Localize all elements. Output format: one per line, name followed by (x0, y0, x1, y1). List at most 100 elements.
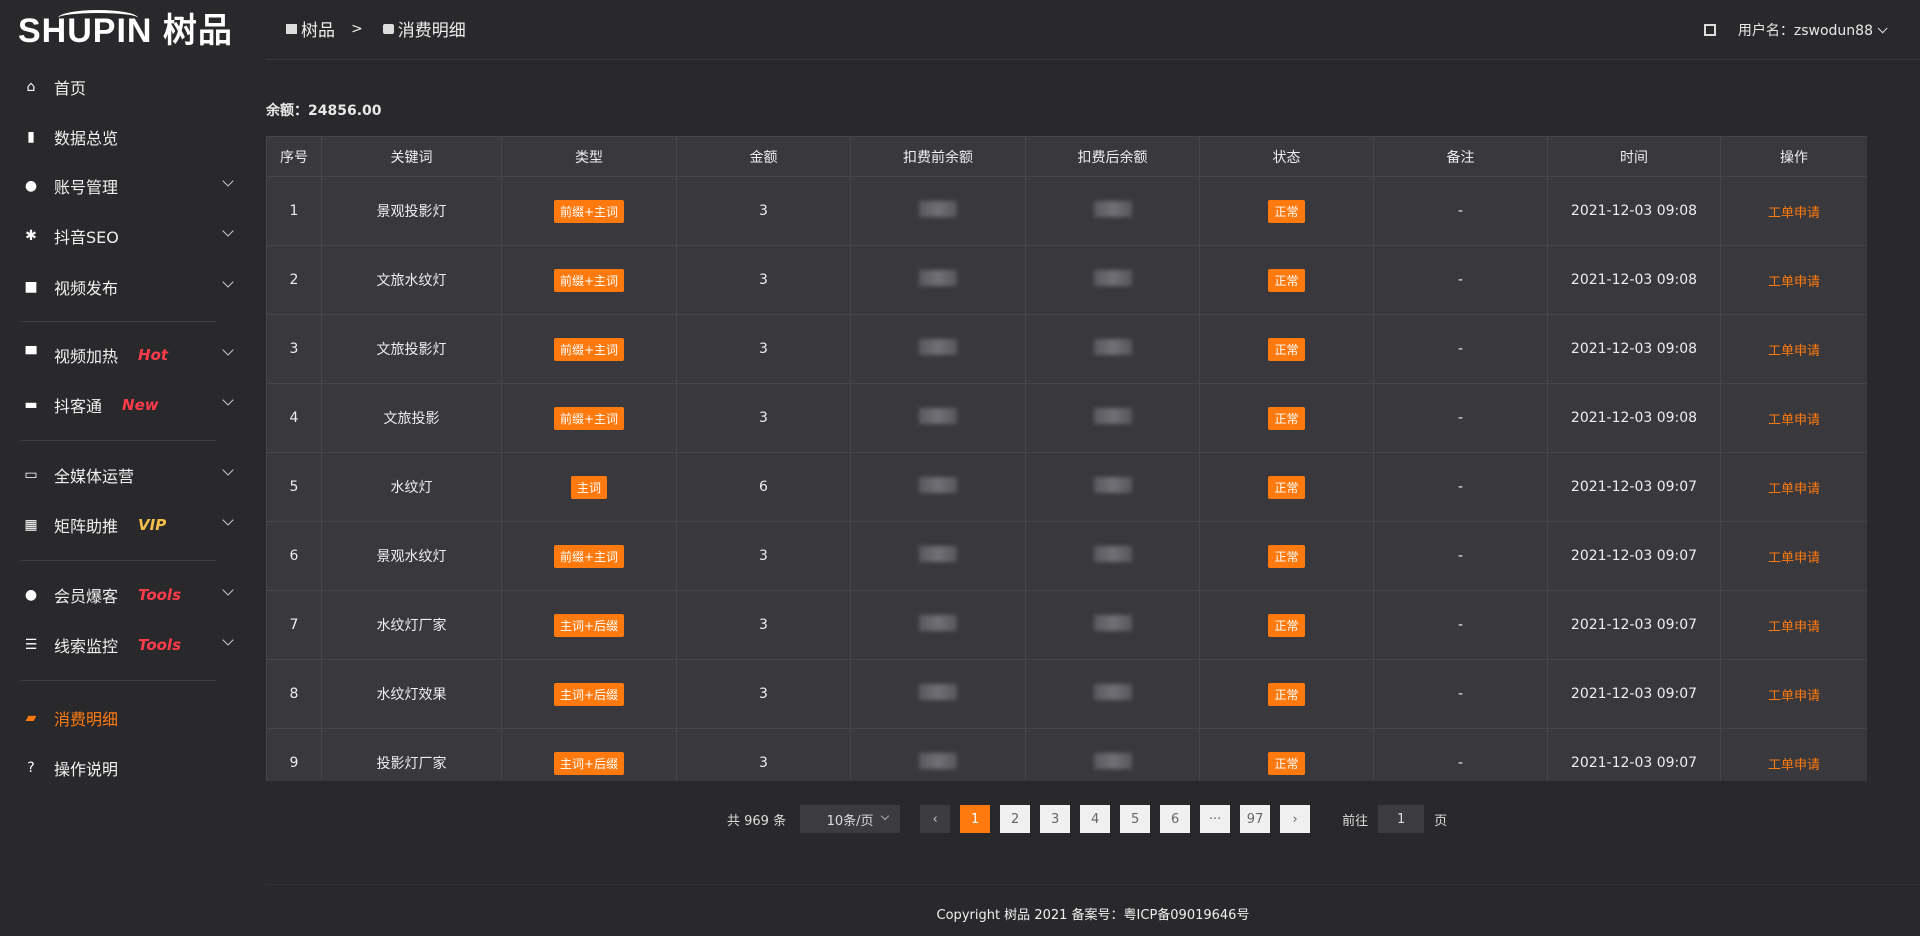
column-header: 时间 (1547, 136, 1721, 177)
ticket-request-link[interactable]: 工单申请 (1767, 688, 1820, 704)
sidebar-item-tag: VIP (138, 516, 167, 534)
time: 2021-12-03 09:08 (1547, 383, 1721, 453)
ticket-request-link[interactable]: 工单申请 (1767, 274, 1820, 290)
redacted-value (919, 615, 957, 631)
ticket-request-link[interactable]: 工单申请 (1767, 343, 1820, 359)
chevron-down-icon (222, 514, 234, 526)
redacted-value (1093, 270, 1132, 286)
user-icon: ● (24, 587, 38, 603)
user-menu[interactable]: 用户名：zswodun88 (1703, 20, 1888, 40)
balance-before-cell (850, 383, 1026, 453)
page-button[interactable]: 4 (1080, 805, 1111, 833)
ticket-request-link[interactable]: 工单申请 (1767, 619, 1820, 635)
page-button[interactable]: 1 (960, 805, 991, 833)
ticket-request-link[interactable]: 工单申请 (1767, 412, 1820, 428)
sidebar-item-2[interactable]: ● 账号管理 (22, 171, 234, 201)
table-row: 7 水纹灯厂家 主词+后缀 3 正常 - 2021-12-03 09:07 工单… (266, 590, 1867, 660)
amount: 3 (676, 383, 851, 453)
redacted-value (919, 408, 957, 424)
sidebar-item-label: 抖音SEO (54, 228, 119, 247)
balance-before-cell (850, 314, 1026, 384)
time: 2021-12-03 09:07 (1547, 659, 1721, 729)
chevron-down-icon (880, 811, 890, 821)
prev-page-button[interactable]: ‹ (920, 805, 951, 833)
page-button[interactable]: 2 (1000, 805, 1031, 833)
page-button[interactable]: 97 (1240, 805, 1271, 833)
table-row: 3 文旅投影灯 前缀+主词 3 正常 - 2021-12-03 09:08 工单… (266, 314, 1867, 384)
action-cell: 工单申请 (1720, 314, 1867, 384)
sidebar-item-0[interactable]: ⌂ 首页 (22, 72, 232, 102)
sidebar-item-9[interactable]: ● 会员爆客 Tools (22, 580, 234, 610)
fullscreen-icon[interactable] (1703, 24, 1716, 36)
column-header: 操作 (1720, 136, 1867, 177)
sidebar-item-12[interactable]: ? 操作说明 (22, 753, 232, 783)
video-camera-icon: ■ (24, 279, 38, 295)
redacted-value (1093, 408, 1132, 424)
ticket-request-link[interactable]: 工单申请 (1767, 481, 1820, 497)
sidebar-item-5[interactable]: ▀ 视频加热 Hot (22, 340, 234, 370)
status-badge: 正常 (1268, 613, 1305, 637)
status-badge: 正常 (1268, 406, 1305, 430)
status-cell: 正常 (1199, 521, 1374, 591)
sidebar-item-tag: Tools (138, 586, 181, 604)
note: - (1373, 383, 1548, 453)
ticket-request-link[interactable]: 工单申请 (1767, 205, 1820, 221)
goto-suffix: 页 (1434, 813, 1448, 829)
sidebar-item-tag: Hot (138, 346, 169, 364)
balance-after-cell (1025, 452, 1200, 522)
sidebar-item-1[interactable]: ▮ 数据总览 (22, 122, 232, 152)
keyword: 景观水纹灯 (321, 521, 502, 591)
sidebar-item-8[interactable]: ▦ 矩阵助推 VIP (22, 510, 234, 540)
ticket-request-link[interactable]: 工单申请 (1767, 757, 1820, 773)
sidebar-item-3[interactable]: ✱ 抖音SEO (22, 221, 234, 251)
page-button[interactable]: ··· (1200, 805, 1231, 833)
note: - (1373, 728, 1548, 781)
header: 树品 > 消费明细 用户名：zswodun88 (266, 0, 1920, 60)
logo-text: SHUPIN 树品 (18, 12, 233, 50)
page-button[interactable]: 3 (1040, 805, 1071, 833)
action-cell: 工单申请 (1720, 245, 1867, 315)
type-cell: 主词+后缀 (501, 659, 677, 729)
breadcrumb: 树品 > 消费明细 (286, 16, 466, 41)
action-cell: 工单申请 (1720, 590, 1867, 660)
sidebar-item-6[interactable]: ▬ 抖客通 New (22, 390, 234, 420)
status-badge: 正常 (1268, 199, 1305, 223)
page-button[interactable]: 5 (1120, 805, 1151, 833)
time: 2021-12-03 09:08 (1547, 176, 1721, 246)
sidebar-item-7[interactable]: ▭ 全媒体运营 (22, 460, 234, 490)
copyright: Copyright 树品 2021 备案号：粤ICP备09019646号 (936, 908, 1250, 923)
note: - (1373, 245, 1548, 315)
status-cell: 正常 (1199, 176, 1374, 246)
chat-icon: ▬ (24, 397, 38, 413)
status-badge: 正常 (1268, 682, 1305, 706)
page-size-select[interactable]: 10条/页 (800, 805, 901, 833)
table-row: 5 水纹灯 主词 6 正常 - 2021-12-03 09:07 工单申请 (266, 452, 1867, 522)
next-page-button[interactable]: › (1280, 805, 1311, 833)
action-cell: 工单申请 (1720, 728, 1867, 781)
grid-icon: ▦ (24, 517, 38, 533)
sidebar-item-4[interactable]: ■ 视频发布 (22, 272, 234, 302)
total-count: 共 969 条 (727, 813, 787, 829)
username[interactable]: 用户名：zswodun88 (1737, 23, 1873, 39)
status-badge: 正常 (1268, 751, 1305, 775)
chevron-down-icon (222, 634, 234, 646)
goto-page-input[interactable]: 1 (1378, 805, 1425, 833)
sidebar-item-label: 数据总览 (54, 129, 119, 148)
row-number: 3 (266, 314, 322, 384)
wallet-icon: ▰ (25, 710, 37, 726)
sidebar-item-11[interactable]: ▰ 消费明细 (22, 703, 232, 733)
sidebar-item-10[interactable]: ☰ 线索监控 Tools (22, 630, 234, 660)
amount: 3 (676, 728, 851, 781)
page-button[interactable]: 6 (1160, 805, 1191, 833)
chart-icon (286, 23, 297, 34)
type-badge: 主词+后缀 (553, 613, 625, 637)
balance-before-cell (850, 659, 1026, 729)
table-row: 4 文旅投影 前缀+主词 3 正常 - 2021-12-03 09:08 工单申… (266, 383, 1867, 453)
status-cell: 正常 (1199, 590, 1374, 660)
breadcrumb-home[interactable]: 树品 (301, 21, 335, 41)
type-cell: 前缀+主词 (501, 383, 677, 453)
ticket-request-link[interactable]: 工单申请 (1767, 550, 1820, 566)
sidebar-divider (20, 680, 216, 681)
balance-before-cell (850, 590, 1026, 660)
status-cell: 正常 (1199, 659, 1374, 729)
